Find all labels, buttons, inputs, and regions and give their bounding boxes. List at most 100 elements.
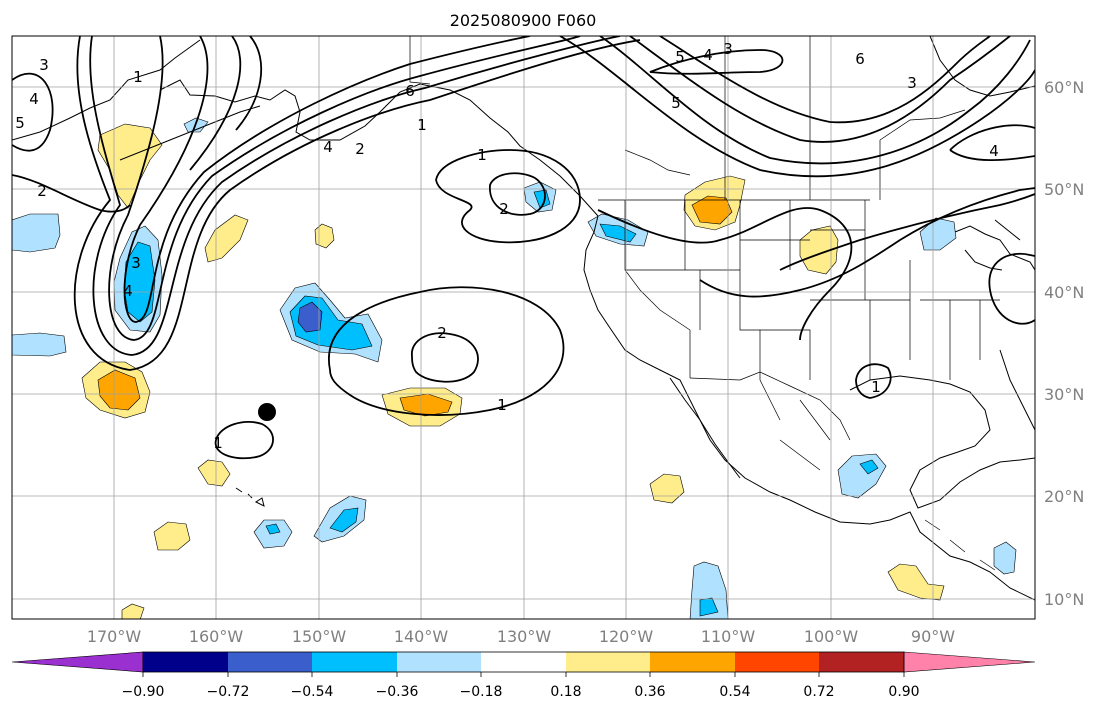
colorbar-label: 0.90 xyxy=(888,684,919,700)
colorbar-extend-max xyxy=(903,651,1036,673)
contour-label: 3 xyxy=(907,74,917,92)
mexico-states xyxy=(759,379,831,471)
figure-title: 2025080900 F060 xyxy=(450,11,597,30)
contour-label: 4 xyxy=(29,90,39,108)
lon-tick-label: 100°W xyxy=(804,627,859,646)
contour-pacific-high-2 xyxy=(411,332,479,383)
contour-pacific-high-1 xyxy=(327,286,565,416)
colorbar-label: −0.18 xyxy=(460,684,503,700)
longitude-axis: 170°W 160°W 150°W 140°W 130°W 120°W 110°… xyxy=(87,627,955,646)
contour-label: 3 xyxy=(723,40,733,58)
political-borders xyxy=(409,36,1000,571)
lon-tick-label: 120°W xyxy=(599,627,654,646)
colorbar-segment xyxy=(566,652,650,672)
contour-east-2 xyxy=(599,36,1031,165)
negative-anomaly-far-west-south xyxy=(12,332,67,357)
contour-bc-low-2 xyxy=(489,172,546,216)
lon-tick-label: 110°W xyxy=(701,627,756,646)
contour-label: 2 xyxy=(437,324,447,342)
colorbar-ticks xyxy=(142,672,905,677)
coastline-baja xyxy=(669,377,741,479)
contour-label: 5 xyxy=(675,48,685,66)
contour-label-group: 3 4 5 2 1 4 2 6 1 1 2 3 4 2 1 5 4 3 6 3 … xyxy=(15,40,999,452)
map-frame xyxy=(11,35,1036,620)
colorbar: −0.90 −0.72 −0.54 −0.36 −0.18 0.18 0.36 … xyxy=(11,651,1036,700)
contour-east-4 xyxy=(659,36,991,124)
contour-great-lakes xyxy=(988,252,1035,325)
contour-east-3 xyxy=(629,36,1011,143)
coastline-us-west xyxy=(583,215,1035,601)
colorbar-outline xyxy=(142,651,905,673)
colorbar-segment xyxy=(735,652,819,672)
colorbar-label: −0.36 xyxy=(376,684,419,700)
contour-jet-6 xyxy=(235,36,263,131)
negative-anomaly-great-lakes xyxy=(919,217,957,251)
negative-anomaly-subtropical-center xyxy=(297,301,323,333)
contour-label: 2 xyxy=(355,140,365,158)
negative-anomaly-hawaii-south xyxy=(253,519,293,549)
lat-tick-label: 60°N xyxy=(1044,78,1084,97)
positive-anomaly-west-core xyxy=(97,369,141,411)
contour-label: 1 xyxy=(417,116,427,134)
colorbar-label: −0.54 xyxy=(291,684,334,700)
colorbar-segment xyxy=(397,652,481,672)
contour-jet-3 xyxy=(108,36,581,341)
hawaii-islands xyxy=(235,487,265,507)
shaded-anomaly-regions xyxy=(12,117,1017,619)
colorbar-label: 0.72 xyxy=(803,684,834,700)
lon-tick-label: 170°W xyxy=(87,627,142,646)
contour-east-1 xyxy=(559,36,1035,178)
contour-hawaii-1 xyxy=(214,420,274,460)
coastline-florida xyxy=(999,349,1035,431)
coastline-siberia xyxy=(12,39,201,141)
negative-anomaly-gulf-mexico xyxy=(837,453,887,499)
colorbar-segment xyxy=(312,652,397,672)
negative-anomaly-bottom xyxy=(689,561,729,619)
latitude-axis: 60°N 50°N 40°N 30°N 20°N 10°N xyxy=(1044,78,1084,609)
contour-label: 3 xyxy=(39,56,49,74)
negative-anomaly-central-america xyxy=(993,541,1017,575)
great-lakes xyxy=(954,219,1035,271)
colorbar-segment xyxy=(228,652,312,672)
lon-tick-label: 140°W xyxy=(394,627,449,646)
colorbar-label: 0.54 xyxy=(719,684,750,700)
negative-anomaly-far-west-north xyxy=(12,213,61,253)
contour-label: 5 xyxy=(671,94,681,112)
colorbar-segment xyxy=(819,652,904,672)
map-panel: 3 4 5 2 1 4 2 6 1 1 2 3 4 2 1 5 4 3 6 3 … xyxy=(12,36,1035,619)
lon-tick-label: 90°W xyxy=(911,627,955,646)
colorbar-label: −0.90 xyxy=(122,684,165,700)
coastlines xyxy=(12,36,1035,601)
contour-us-3 xyxy=(699,187,1035,298)
contour-us-2 xyxy=(779,193,1035,271)
lon-tick-label: 150°W xyxy=(292,627,347,646)
storm-position-marker xyxy=(258,403,276,421)
coastline-alaska xyxy=(159,79,599,217)
contour-label: 4 xyxy=(989,142,999,160)
contour-label: 5 xyxy=(15,114,25,132)
graticule xyxy=(12,36,1035,619)
lat-tick-label: 50°N xyxy=(1044,180,1084,199)
positive-anomaly-mexico xyxy=(649,473,685,504)
contour-jet-1 xyxy=(73,36,641,371)
contour-lines xyxy=(12,36,1035,460)
contour-label: 1 xyxy=(133,68,143,86)
central-america-borders xyxy=(924,519,996,571)
positive-anomaly-gulf xyxy=(204,214,249,263)
contour-label: 2 xyxy=(37,182,47,200)
colorbar-label: 0.36 xyxy=(634,684,665,700)
contour-label: 6 xyxy=(855,50,865,68)
contour-label: 1 xyxy=(497,396,507,414)
positive-anomaly-bottom-left xyxy=(121,603,145,619)
contour-label: 4 xyxy=(323,138,333,156)
contour-label: 2 xyxy=(499,200,509,218)
positive-anomaly-hawaii xyxy=(197,459,231,487)
negative-anomaly-gulf-core xyxy=(859,459,879,475)
contour-jet-4 xyxy=(123,36,531,323)
lat-tick-label: 40°N xyxy=(1044,283,1084,302)
us-mexico-border xyxy=(689,371,851,441)
contour-east-6 xyxy=(949,124,1035,162)
positive-anomaly-sw-pacific xyxy=(153,521,191,551)
contour-far-west-2 xyxy=(12,174,131,213)
negative-anomaly-hawaii-south-core xyxy=(265,523,281,535)
